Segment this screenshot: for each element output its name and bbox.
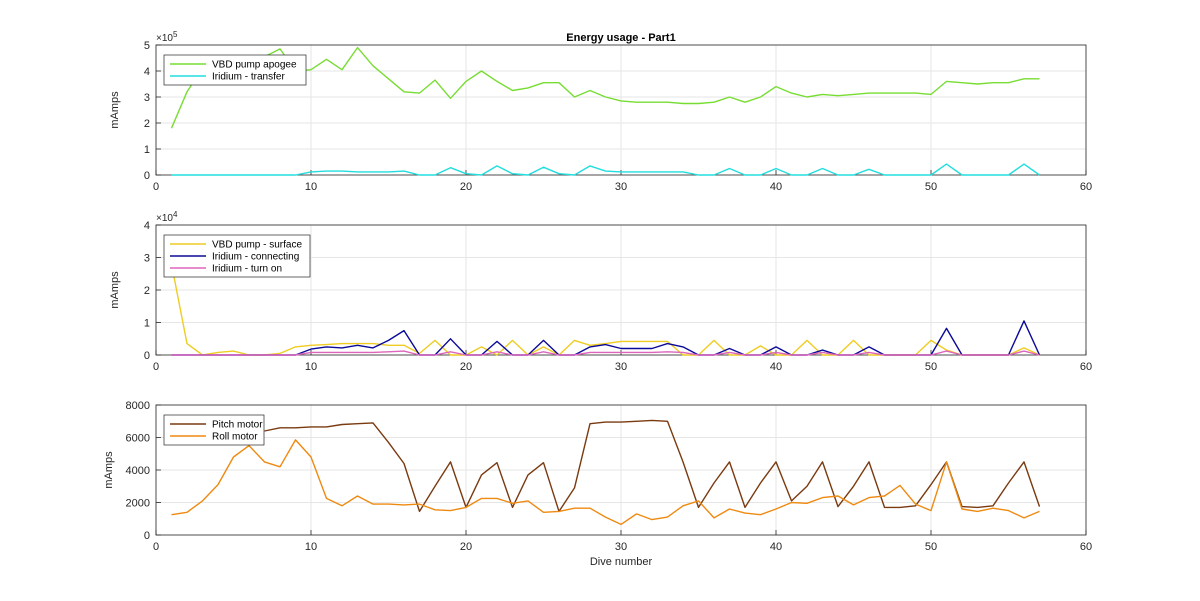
y-tick-label: 4 [144,220,150,232]
x-tick-label: 20 [460,361,472,373]
x-tick-label: 60 [1080,541,1092,553]
y-tick-label: 5 [144,40,150,52]
series-line-pitch-motor [264,419,1041,513]
y-tick-label: 4000 [126,465,150,477]
y-axis-label: mAmps [103,451,115,489]
x-tick-label: 50 [925,541,937,553]
legend-box [163,54,307,86]
panel-3: 0 10 20 30 40 50 60 0 2000 4000 6000 8000 mAmps Dive … [103,400,1092,568]
legend-entry: VBD pump - surface [212,240,302,251]
x-tick-label: 10 [305,361,317,373]
y-tick-label: 6000 [126,433,150,445]
x-axis-label: Dive number [590,556,653,568]
y-exponent-power: 5 [173,30,178,39]
x-tick-label: 40 [770,181,782,193]
series-line-iridium-connecting [171,320,1041,356]
y-tick-label: 3 [144,253,150,265]
legend-entry: Pitch motor [212,420,263,431]
x-tick-label: 30 [615,541,627,553]
y-tick-label: 2000 [126,498,150,510]
series-line-roll-motor [171,439,1040,526]
y-tick-label: 8000 [126,400,150,412]
x-tick-label: 50 [925,361,937,373]
y-tick-label: 1 [144,318,150,330]
y-tick-label: 3 [144,92,150,104]
x-tick-label: 10 [305,541,317,553]
y-tick-label: 1 [144,144,150,156]
y-exponent-label: ×105 [156,30,178,44]
x-tick-label: 60 [1080,181,1092,193]
y-exponent-power: 4 [173,210,178,219]
y-tick-label: 4 [144,66,150,78]
series-line-vbd-pump-apogee [170,46,1040,129]
x-tick-label: 40 [770,361,782,373]
y-tick-label: 2 [144,285,150,297]
y-axis-label: mAmps [109,91,121,129]
x-tick-label: 0 [153,361,159,373]
legend-entry: Iridium - transfer [212,72,285,83]
y-axis-label: mAmps [109,271,121,309]
x-tick-label: 30 [615,181,627,193]
x-tick-label: 50 [925,181,937,193]
x-tick-label: 30 [615,361,627,373]
legend-entry: VBD pump apogee [212,60,297,71]
x-tick-label: 20 [460,541,472,553]
legend-entry: Iridium - connecting [212,252,299,263]
x-tick-label: 40 [770,541,782,553]
y-tick-label: 2 [144,118,150,130]
x-tick-label: 20 [460,181,472,193]
series-line-vbd-pump-surface [170,263,1040,356]
legend-box [163,414,265,446]
series-line-iridium-transfer [171,163,1040,176]
y-tick-label: 0 [144,530,150,542]
x-tick-label: 0 [153,541,159,553]
y-tick-label: 0 [144,350,150,362]
legend-entry: Iridium - turn on [212,264,282,275]
x-tick-label: 60 [1080,361,1092,373]
legend-entry: Roll motor [212,432,258,443]
figure-title: Energy usage - Part1 [566,32,675,44]
x-tick-label: 0 [153,181,159,193]
y-tick-label: 0 [144,170,150,182]
y-exponent-label: ×104 [156,210,178,224]
x-tick-label: 10 [305,181,317,193]
series-line-iridium-turn-on [171,350,1040,356]
